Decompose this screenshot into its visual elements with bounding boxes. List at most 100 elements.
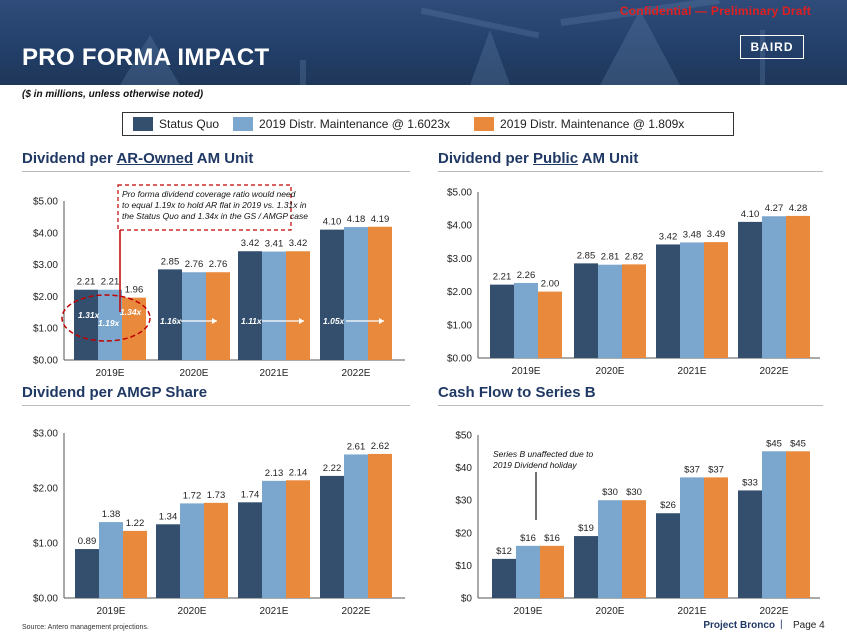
data-label: 2.21 (77, 277, 96, 288)
data-label: 2.13 (265, 468, 284, 479)
data-label: 2.00 (541, 279, 560, 290)
section-rule (438, 405, 823, 406)
data-label: $12 (496, 546, 512, 557)
data-label: 4.18 (347, 214, 366, 225)
data-label: 2.82 (625, 251, 644, 262)
cashflow-note-line: 2019 Dividend holiday (492, 460, 577, 470)
bar-ar-2021E-s2 (262, 251, 286, 360)
ratio-arrow-head (212, 318, 217, 324)
section-title-public: Dividend per Public AM Unit (438, 150, 638, 167)
ratio-label: 1.19x (98, 318, 121, 328)
bar-pub-2021E-s2 (680, 242, 704, 358)
data-label: 2.85 (577, 250, 596, 261)
y-tick-label: $30 (455, 496, 472, 507)
section-rule (438, 171, 823, 172)
ratio-label: 1.11x (241, 316, 263, 326)
legend-label: 2019 Distr. Maintenance @ 1.6023x (259, 117, 451, 131)
bar-ar-2022E-s3 (368, 226, 392, 360)
bar-pub-2019E-s3 (538, 291, 562, 358)
y-tick-label: $2.00 (33, 484, 58, 495)
cashflow-note-line: Series B unaffected due to (493, 449, 593, 459)
x-tick-label: 2019E (96, 368, 125, 379)
bar-amgp-2021E-s2 (262, 480, 286, 598)
data-label: 2.81 (601, 252, 620, 263)
y-tick-label: $3.00 (33, 429, 58, 440)
bar-cf-2020E-s2 (598, 500, 622, 598)
y-tick-label: $1.00 (33, 324, 58, 335)
data-label: 3.49 (707, 229, 726, 240)
bar-ar-2019E-s2 (98, 289, 122, 360)
data-label: 4.28 (789, 203, 808, 214)
x-tick-label: 2020E (596, 606, 625, 617)
ratio-label: 1.31x (78, 310, 101, 320)
bar-cf-2021E-s1 (656, 513, 680, 598)
y-tick-label: $4.00 (33, 228, 58, 239)
bar-ar-2021E-s1 (238, 251, 262, 360)
page-number: Page 4 (793, 620, 825, 631)
data-label: 0.89 (78, 536, 97, 547)
x-tick-label: 2020E (180, 368, 209, 379)
y-tick-label: $1.00 (33, 539, 58, 550)
data-label: 1.34 (159, 511, 178, 522)
baird-logo: BAIRD (740, 35, 804, 59)
legend-item-status-quo: Status Quo (133, 117, 219, 131)
x-tick-label: 2021E (260, 368, 289, 379)
data-label: 1.22 (126, 518, 145, 529)
data-label: 2.21 (493, 272, 512, 283)
oilfield-background (120, 0, 765, 85)
data-label: 3.48 (683, 229, 702, 240)
y-tick-label: $5.00 (33, 197, 58, 208)
data-label: 2.61 (347, 441, 366, 452)
annotation-line: the Status Quo and 1.34x in the GS / AMG… (122, 211, 308, 221)
y-tick-label: $10 (455, 561, 472, 572)
bar-ar-2021E-s3 (286, 251, 310, 360)
bar-ar-2019E-s1 (74, 289, 98, 360)
data-label: 3.42 (241, 238, 260, 249)
x-tick-label: 2021E (260, 606, 289, 617)
y-tick-label: $20 (455, 528, 472, 539)
bar-cf-2021E-s2 (680, 477, 704, 598)
data-label: $16 (544, 533, 560, 544)
y-tick-label: $0.00 (33, 594, 58, 605)
bar-cf-2022E-s2 (762, 451, 786, 598)
x-tick-label: 2019E (514, 606, 543, 617)
bar-cf-2019E-s3 (540, 545, 564, 598)
header-banner: Confidential — Preliminary Draft PRO FOR… (0, 0, 847, 85)
section-title-text: AM Unit (578, 150, 639, 167)
x-tick-label: 2019E (97, 606, 126, 617)
bar-ar-2019E-s3 (122, 297, 146, 360)
annotation-line: Pro forma dividend coverage ratio would … (122, 189, 296, 199)
bar-amgp-2020E-s2 (180, 503, 204, 598)
data-label: $30 (602, 487, 618, 498)
bar-amgp-2020E-s3 (204, 502, 228, 598)
bar-pub-2022E-s2 (762, 216, 786, 358)
bar-ar-2020E-s3 (206, 272, 230, 360)
chart-legend: Status Quo 2019 Distr. Maintenance @ 1.6… (122, 112, 734, 136)
project-name: Project Bronco (703, 620, 775, 631)
bar-ar-2020E-s2 (182, 272, 206, 360)
data-label: 3.42 (289, 238, 308, 249)
data-label: 3.42 (659, 231, 678, 242)
data-label: 1.73 (207, 490, 226, 501)
data-label: 3.41 (265, 239, 284, 250)
section-rule (22, 405, 410, 406)
legend-swatch (233, 117, 254, 131)
y-tick-label: $3.00 (33, 260, 58, 271)
x-tick-label: 2021E (678, 606, 707, 617)
y-tick-label: $3.00 (447, 254, 472, 265)
confidential-watermark: Confidential — Preliminary Draft (619, 4, 811, 18)
section-rule (22, 171, 410, 172)
annotation-line: to equal 1.19x to hold AR flat in 2019 v… (122, 200, 307, 210)
x-tick-label: 2022E (342, 368, 371, 379)
ratio-arrow-head (379, 318, 384, 324)
bar-cf-2022E-s1 (738, 490, 762, 598)
data-label: $26 (660, 500, 676, 511)
legend-label: Status Quo (159, 117, 220, 131)
section-title-amgp: Dividend per AMGP Share (22, 384, 208, 401)
y-tick-label: $50 (455, 431, 472, 442)
bar-amgp-2022E-s2 (344, 454, 368, 598)
data-label: 2.22 (323, 463, 342, 474)
x-tick-label: 2022E (760, 606, 789, 617)
